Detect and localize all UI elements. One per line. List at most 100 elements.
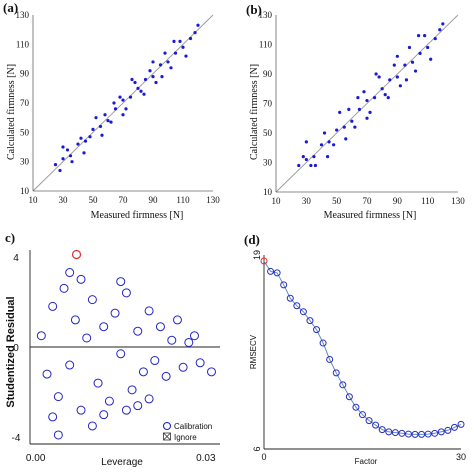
data-point <box>184 337 194 347</box>
data-marker <box>286 294 294 302</box>
data-marker <box>437 428 445 436</box>
data-point <box>133 80 137 85</box>
y-tick-label: 10 <box>263 187 273 197</box>
data-point <box>386 96 390 100</box>
data-point <box>195 358 205 368</box>
x-tick-label: 70 <box>363 196 373 206</box>
data-point <box>154 80 158 85</box>
x-tick-label: 130 <box>451 196 465 206</box>
data-marker <box>293 302 301 310</box>
data-marker <box>404 430 412 438</box>
data-point <box>178 39 182 44</box>
data-point <box>82 333 92 343</box>
data-point <box>121 288 131 298</box>
panel-a-label: (a) <box>3 0 18 15</box>
data-point <box>113 107 118 111</box>
data-point <box>374 72 378 76</box>
data-point <box>189 331 199 341</box>
data-point <box>110 308 120 318</box>
data-point <box>118 95 122 99</box>
x-tick-label: 10 <box>29 195 39 205</box>
data-point <box>70 315 80 325</box>
data-point <box>76 405 86 415</box>
data-point <box>383 93 387 97</box>
data-point <box>48 301 58 311</box>
panel-a-scatter: (a) 10 30 50 70 90 110 130 10 30 50 70 90 110 130 Mea… <box>3 0 220 221</box>
data-point <box>139 89 143 93</box>
data-point <box>433 37 437 41</box>
panel-d-label: (d) <box>244 232 260 247</box>
data-marker <box>378 426 386 434</box>
panel-d-ylabel: RMSECV <box>249 334 258 369</box>
data-point <box>426 45 430 50</box>
y-tick-label: 110 <box>16 39 30 49</box>
data-point <box>121 113 125 117</box>
data-point <box>335 128 339 132</box>
data-point <box>353 125 357 129</box>
data-point <box>347 107 351 111</box>
data-point <box>98 124 103 129</box>
data-point <box>188 36 193 41</box>
panel-c-xlabel: Leverage <box>101 457 143 468</box>
panel-b-label: (b) <box>246 2 262 17</box>
x-tick-label: 0.00 <box>26 453 46 464</box>
data-point <box>124 107 128 111</box>
data-point <box>65 148 70 152</box>
y-tick-label: 70 <box>263 99 273 109</box>
highlighted-marker <box>260 257 268 265</box>
data-point <box>76 142 80 146</box>
x-tick-label: 50 <box>89 195 99 205</box>
data-point <box>438 28 442 32</box>
data-marker <box>398 429 406 437</box>
identity-line <box>275 14 459 193</box>
data-point <box>112 101 116 105</box>
data-point <box>206 367 216 377</box>
y-tick-label: 50 <box>20 127 30 137</box>
data-point <box>167 335 177 345</box>
data-point <box>116 277 126 287</box>
data-point <box>109 120 113 124</box>
data-point <box>76 274 86 284</box>
data-point <box>70 160 74 164</box>
x-tick-label: 90 <box>149 195 159 205</box>
y-tick-label: 90 <box>20 69 30 79</box>
data-point <box>301 155 305 159</box>
data-marker <box>431 429 439 437</box>
data-marker <box>457 420 465 428</box>
data-point <box>193 30 197 35</box>
data-point <box>79 136 83 140</box>
data-point <box>181 45 185 49</box>
panel-a-ylabel: Calculated firmness [N] <box>6 64 17 160</box>
data-point <box>350 119 354 123</box>
data-point <box>93 378 103 388</box>
data-point <box>150 356 160 366</box>
data-point <box>82 151 86 155</box>
data-marker <box>326 355 334 363</box>
data-point <box>362 90 366 94</box>
data-point <box>100 133 104 137</box>
data-point <box>53 392 63 402</box>
data-point <box>342 125 346 129</box>
data-point <box>388 78 392 82</box>
data-point <box>87 295 97 305</box>
panel-d-rmsecv-line: (d) 0 30 19 6 Factor RMSECV <box>244 232 466 466</box>
data-point <box>88 135 92 139</box>
data-point <box>403 63 407 67</box>
data-marker <box>267 267 275 275</box>
legend-ignore-marker <box>163 432 171 441</box>
data-point <box>138 367 148 377</box>
data-point <box>309 163 313 168</box>
y-tick-label: 130 <box>259 10 273 20</box>
data-marker <box>359 411 366 419</box>
data-point <box>395 54 399 58</box>
x-tick-label: 110 <box>421 196 435 206</box>
x-tick-label: 70 <box>119 195 129 205</box>
panel-c-legend: Calibration Ignore <box>162 421 212 442</box>
x-tick-label: 30 <box>302 196 312 206</box>
data-point <box>344 137 348 141</box>
data-point <box>83 139 88 143</box>
data-point <box>304 140 308 144</box>
panel-c-plot-area: 0.00 0.03 4 0 -4 <box>12 249 220 464</box>
data-point <box>410 60 415 64</box>
data-point <box>327 140 331 144</box>
